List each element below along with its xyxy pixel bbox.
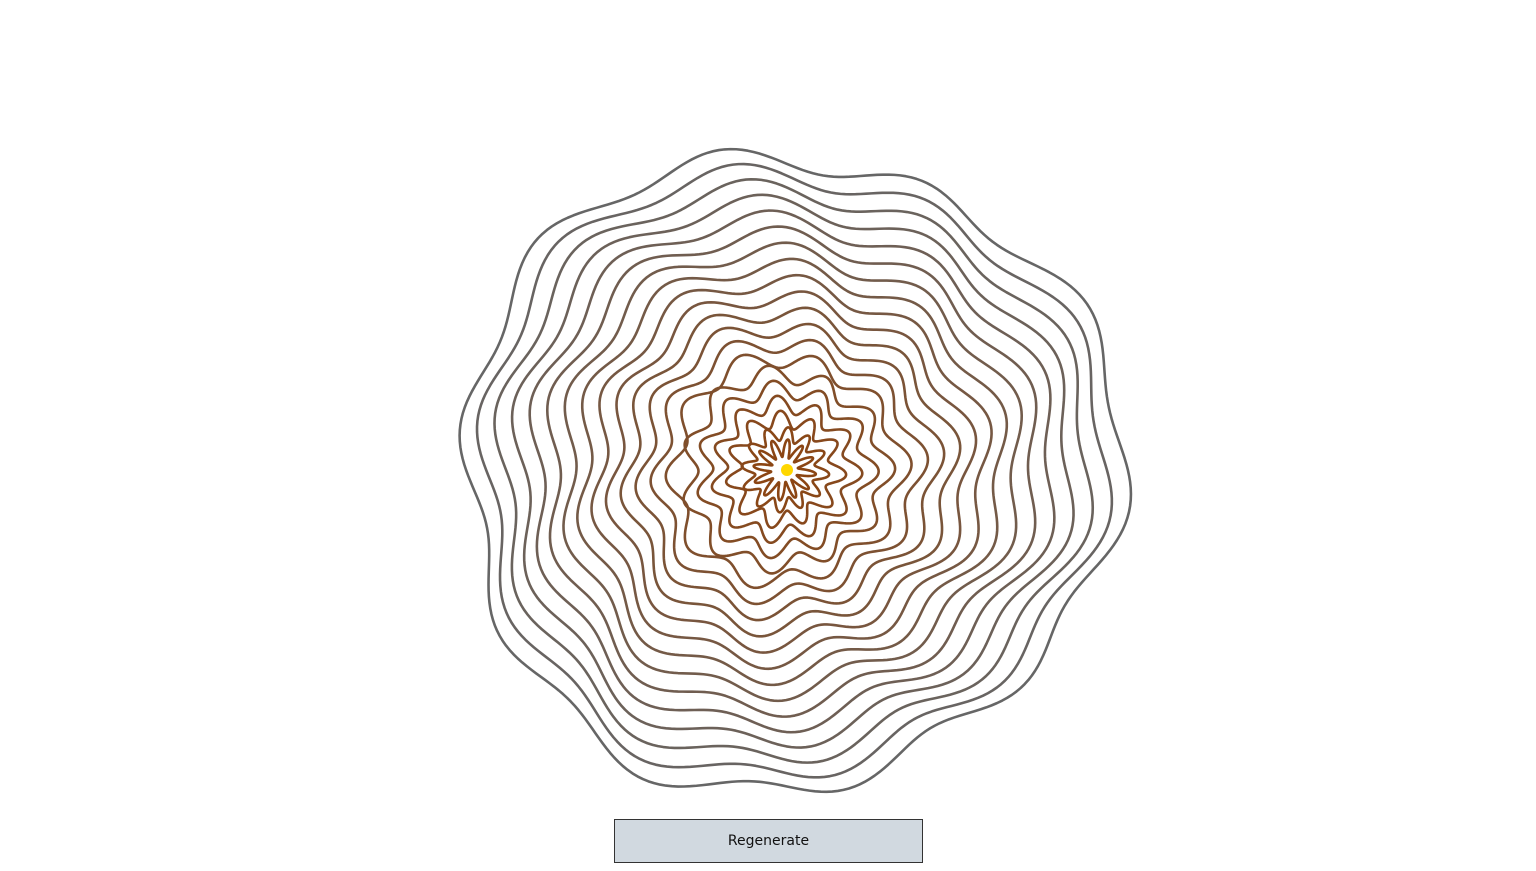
regenerate-button[interactable]: Regenerate [614,819,923,863]
tree-ring-9 [634,322,946,622]
rings-group [458,147,1133,794]
tree-ring-8 [649,338,930,606]
tree-ring-17 [510,193,1075,749]
tree-rings-canvas [458,147,1133,794]
tree-ring-2 [740,426,831,514]
tree-ring-13 [576,257,1009,687]
tree-ring-15 [545,225,1038,718]
tree-ring-7 [664,353,913,590]
tree-ring-16 [528,209,1056,734]
tree-ring-4 [710,394,864,545]
tree-ring-5 [696,379,880,560]
tree-ring-10 [619,306,962,638]
tree-ring-6 [682,364,897,575]
tree-ring-11 [604,290,978,654]
tree-ring-14 [562,241,1024,703]
tree-ring-1 [752,438,818,502]
tree-ring-3 [724,409,848,530]
tree-ring-19 [475,162,1114,779]
tree-ring-20 [458,147,1133,794]
sun-dot-icon [781,464,793,476]
tree-ring-18 [493,178,1095,764]
tree-ring-12 [590,273,993,671]
